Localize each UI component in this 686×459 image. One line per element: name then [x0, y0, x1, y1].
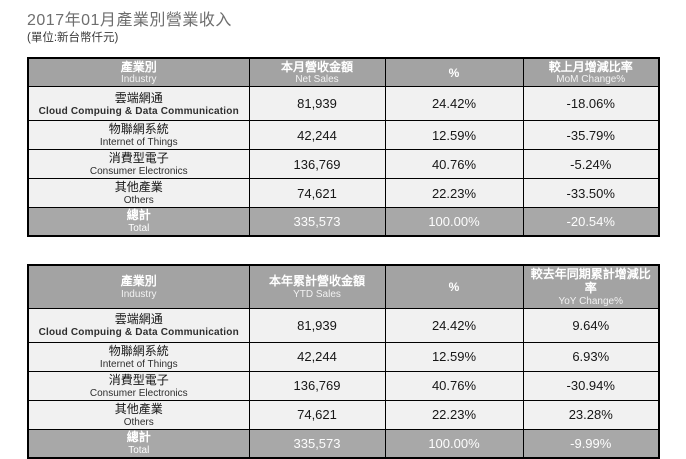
total-mom-change: -20.54%	[522, 207, 660, 237]
percent-value: 24.42%	[384, 307, 524, 343]
col-header-net-sales-en: Net Sales	[295, 74, 339, 86]
total-row: 總計 Total 335,573 100.00% -20.54%	[27, 207, 660, 237]
yoy-change-value: 9.64%	[522, 307, 660, 343]
industry-en: Consumer Electronics	[89, 166, 188, 178]
industry-en: Cloud Compuing & Data Communication	[38, 105, 239, 117]
col-header-industry-zh: 產業別	[120, 60, 157, 74]
table-row-iot: 物聯網系統 Internet of Things 42,244 12.59% -…	[27, 120, 660, 151]
table-row-others: 其他產業 Others 74,621 22.23% 23.28%	[27, 399, 660, 430]
industry-label-cell: 雲端網通 Cloud Compuing & Data Communication	[27, 307, 250, 343]
net-sales-value: 81,939	[248, 86, 386, 122]
col-header-net-sales-zh: 本月營收金額	[280, 60, 353, 74]
industry-zh: 消費型電子	[108, 151, 169, 166]
industry-zh: 雲端網通	[114, 312, 163, 327]
ytd-sales-value: 42,244	[248, 341, 386, 372]
net-sales-value: 74,621	[248, 178, 386, 209]
table-row-iot: 物聯網系統 Internet of Things 42,244 12.59% 6…	[27, 341, 660, 372]
col-header-percent-label: %	[448, 279, 460, 294]
total-percent: 100.00%	[384, 207, 524, 237]
col-header-ytd-sales: 本年累計營收金額 YTD Sales	[248, 264, 386, 309]
total-label-cell: 總計 Total	[27, 207, 250, 237]
col-header-mom-change: 較上月增減比率 MoM Change%	[522, 57, 660, 88]
industry-en: Cloud Compuing & Data Communication	[38, 327, 239, 339]
mom-change-value: -5.24%	[522, 149, 660, 180]
table-row-cloud: 雲端網通 Cloud Compuing & Data Communication…	[27, 307, 660, 343]
ytd-revenue-table: 產業別 Industry 本年累計營收金額 YTD Sales % 較去年同期累…	[27, 264, 660, 459]
col-header-industry-en: Industry	[120, 74, 157, 86]
industry-label-cell: 其他產業 Others	[27, 178, 250, 209]
industry-label-cell: 物聯網系統 Internet of Things	[27, 120, 250, 151]
total-net-sales: 335,573	[248, 207, 386, 237]
industry-en: Consumer Electronics	[89, 387, 188, 399]
ytd-sales-value: 74,621	[248, 399, 386, 430]
percent-value: 12.59%	[384, 120, 524, 151]
percent-value: 22.23%	[384, 399, 524, 430]
col-header-percent: %	[384, 57, 524, 88]
industry-label-cell: 物聯網系統 Internet of Things	[27, 341, 250, 372]
monthly-header-row: 產業別 Industry 本月營收金額 Net Sales % 較上月增減比率 …	[27, 57, 660, 88]
industry-label-cell: 其他產業 Others	[27, 399, 250, 430]
yoy-change-value: 6.93%	[522, 341, 660, 372]
industry-en: Internet of Things	[99, 358, 178, 370]
industry-zh: 其他產業	[114, 180, 163, 195]
page-subtitle-unit: (單位:新台幣仟元)	[27, 32, 119, 44]
percent-value: 12.59%	[384, 341, 524, 372]
percent-value: 22.23%	[384, 178, 524, 209]
col-header-yoy-change-en: YoY Change%	[558, 295, 623, 307]
percent-value: 24.42%	[384, 86, 524, 122]
mom-change-value: -18.06%	[522, 86, 660, 122]
table-row-cloud: 雲端網通 Cloud Compuing & Data Communication…	[27, 86, 660, 122]
table-row-others: 其他產業 Others 74,621 22.23% -33.50%	[27, 178, 660, 209]
industry-en: Others	[123, 416, 154, 428]
yoy-change-value: -30.94%	[522, 370, 660, 401]
total-zh: 總計	[126, 208, 151, 223]
industry-zh: 其他產業	[114, 401, 163, 416]
col-header-yoy-change-zh: 較去年同期累計增減比率	[530, 267, 651, 296]
total-en: Total	[128, 444, 150, 456]
total-percent: 100.00%	[384, 428, 524, 459]
ytd-sales-value: 81,939	[248, 307, 386, 343]
industry-en: Others	[123, 195, 154, 207]
col-header-industry: 產業別 Industry	[27, 264, 250, 309]
col-header-mom-change-en: MoM Change%	[556, 74, 626, 86]
col-header-industry: 產業別 Industry	[27, 57, 250, 88]
table-row-consumer: 消費型電子 Consumer Electronics 136,769 40.76…	[27, 149, 660, 180]
mom-change-value: -33.50%	[522, 178, 660, 209]
industry-label-cell: 消費型電子 Consumer Electronics	[27, 370, 250, 401]
col-header-yoy-change: 較去年同期累計增減比率 YoY Change%	[522, 264, 660, 309]
col-header-industry-en: Industry	[120, 288, 157, 300]
percent-value: 40.76%	[384, 149, 524, 180]
monthly-revenue-table: 產業別 Industry 本月營收金額 Net Sales % 較上月增減比率 …	[27, 57, 660, 238]
ytd-header-row: 產業別 Industry 本年累計營收金額 YTD Sales % 較去年同期累…	[27, 264, 660, 309]
total-label-cell: 總計 Total	[27, 428, 250, 459]
net-sales-value: 42,244	[248, 120, 386, 151]
total-row: 總計 Total 335,573 100.00% -9.99%	[27, 428, 660, 459]
industry-en: Internet of Things	[99, 137, 178, 149]
mom-change-value: -35.79%	[522, 120, 660, 151]
yoy-change-value: 23.28%	[522, 399, 660, 430]
industry-label-cell: 消費型電子 Consumer Electronics	[27, 149, 250, 180]
col-header-industry-zh: 產業別	[120, 274, 157, 289]
page-title: 2017年01月產業別營業收入	[27, 12, 232, 29]
industry-zh: 消費型電子	[108, 372, 169, 387]
industry-zh: 物聯網系統	[108, 343, 169, 358]
net-sales-value: 136,769	[248, 149, 386, 180]
col-header-percent: %	[384, 264, 524, 309]
total-yoy-change: -9.99%	[522, 428, 660, 459]
ytd-sales-value: 136,769	[248, 370, 386, 401]
total-en: Total	[128, 223, 150, 235]
percent-value: 40.76%	[384, 370, 524, 401]
table-row-consumer: 消費型電子 Consumer Electronics 136,769 40.76…	[27, 370, 660, 401]
total-zh: 總計	[126, 429, 151, 444]
col-header-mom-change-zh: 較上月增減比率	[548, 60, 633, 74]
industry-zh: 雲端網通	[114, 90, 163, 105]
col-header-net-sales: 本月營收金額 Net Sales	[248, 57, 386, 88]
industry-label-cell: 雲端網通 Cloud Compuing & Data Communication	[27, 86, 250, 122]
col-header-ytd-sales-en: YTD Sales	[293, 288, 341, 300]
industry-zh: 物聯網系統	[108, 122, 169, 137]
col-header-percent-label: %	[448, 65, 460, 80]
total-ytd-sales: 335,573	[248, 428, 386, 459]
col-header-ytd-sales-zh: 本年累計營收金額	[268, 274, 365, 289]
